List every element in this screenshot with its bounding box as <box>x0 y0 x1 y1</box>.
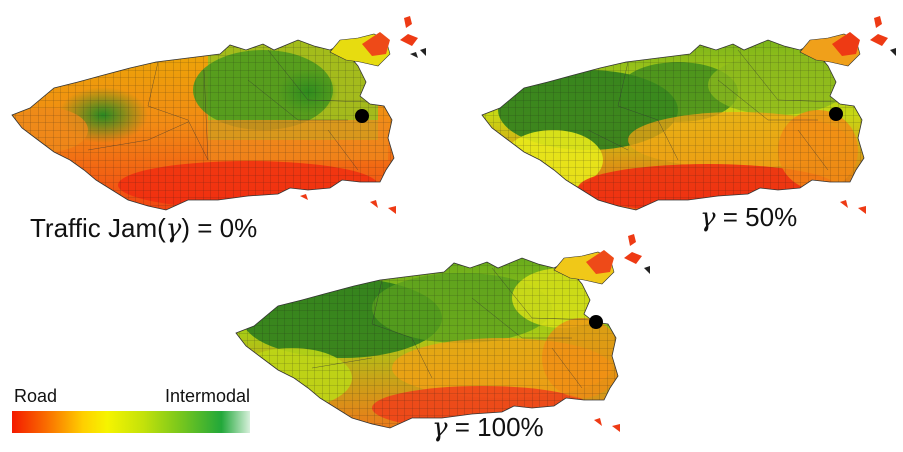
map-panel-gamma-100 <box>232 228 652 438</box>
legend-label-road: Road <box>14 386 58 406</box>
legend-label-intermodal: Intermodal <box>164 386 250 406</box>
location-marker <box>589 315 603 329</box>
region-map-gamma-50 <box>481 16 896 214</box>
caption-gamma-0: Traffic Jam(γ) = 0% <box>30 213 258 244</box>
caption-gamma-50: γ = 50% <box>700 202 798 233</box>
region-map-gamma-100 <box>235 234 650 432</box>
region-map-gamma-0 <box>11 16 426 214</box>
location-marker <box>829 107 843 121</box>
color-legend: Road Intermodal <box>12 384 252 436</box>
caption-gamma-100: γ = 100% <box>432 412 544 443</box>
legend-gradient-bar <box>12 411 250 433</box>
location-marker <box>355 109 369 123</box>
map-panel-gamma-0 <box>8 10 428 220</box>
map-panel-gamma-50 <box>478 10 898 220</box>
